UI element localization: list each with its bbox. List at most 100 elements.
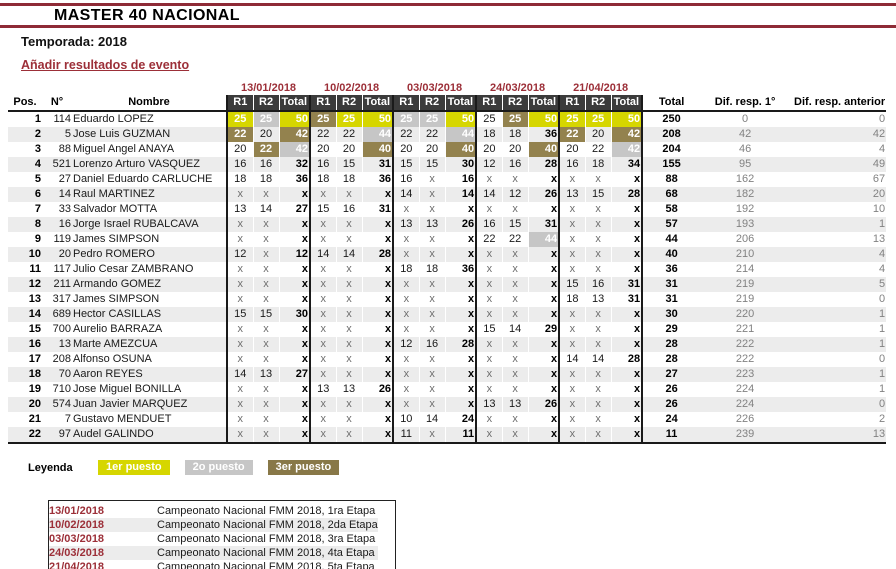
event-list-date-link[interactable]: 10/02/2018 <box>49 519 105 531</box>
rider-row: 2 5 Jose Luis GUZMAN 22 20 42 22 22 44 22 22 44 18 18… <box>8 127 887 142</box>
rider-row: 17 208 Alfonso OSUNA x x x x x x x x x x x x 14 14 28 28 22… <box>8 352 886 367</box>
score-cell: 13 <box>309 382 337 397</box>
score-cell: x <box>309 277 337 292</box>
score-cell: x <box>501 352 529 367</box>
score-cell: x <box>392 232 420 247</box>
event-list-date-link[interactable]: 24/03/2018 <box>49 547 105 559</box>
dif-prev-cell: 10 <box>872 203 886 215</box>
dif-first-cell: 214 <box>735 263 755 275</box>
rider-number-cell: 7 <box>64 413 71 425</box>
score-cell: 36 <box>361 172 394 187</box>
score-cell: x <box>226 412 254 427</box>
rider-name-cell: Jorge Israel RUBALCAVA <box>73 218 199 230</box>
score-cell: x <box>335 187 363 202</box>
dif-first-cell: 219 <box>735 278 755 290</box>
score-cell: x <box>610 367 644 382</box>
score-cell: x <box>278 337 311 352</box>
score-cell: x <box>226 277 254 292</box>
score-cell: 20 <box>392 142 420 157</box>
score-cell: 40 <box>361 142 394 157</box>
position-cell: 15 <box>28 323 41 335</box>
rider-row: 12 211 Armando GOMEZ x x x x x x x x x x x x 15 16 31 31 21… <box>8 277 887 292</box>
legend: Leyenda 1er puesto 2o puesto 3er puesto <box>28 460 896 475</box>
score-cell: x <box>361 292 394 307</box>
event-date-link[interactable]: 21/04/2018 <box>573 82 629 94</box>
score-cell: x <box>501 382 529 397</box>
score-cell: x <box>527 337 560 352</box>
score-cell: x <box>309 262 337 277</box>
score-cell: 25 <box>392 111 420 127</box>
score-cell: 50 <box>444 111 477 127</box>
rider-number-cell: 689 <box>52 308 71 320</box>
col-header-event-total: Total <box>527 95 560 112</box>
score-cell: 40 <box>527 142 560 157</box>
score-cell: 11 <box>392 427 420 444</box>
score-cell: x <box>361 262 394 277</box>
score-cell: x <box>226 217 254 232</box>
rider-name-cell: Jose Miguel BONILLA <box>73 383 182 395</box>
score-cell: x <box>335 277 363 292</box>
event-list-date-link[interactable]: 03/03/2018 <box>49 533 105 545</box>
event-list-name: Campeonato Nacional FMM 2018, 5ta Etapa <box>157 560 378 569</box>
total-points-cell: 29 <box>665 323 678 335</box>
score-cell: x <box>558 412 586 427</box>
rider-row: 6 14 Raul MARTINEZ x x x x x x 14 x 14 14 12 26 13 15 28 6… <box>8 187 887 202</box>
score-cell: 44 <box>361 127 394 142</box>
score-cell: 25 <box>501 111 529 127</box>
score-cell: 13 <box>392 217 420 232</box>
score-cell: 31 <box>361 202 394 217</box>
dif-prev-cell: 4 <box>878 248 886 260</box>
score-cell: x <box>558 367 586 382</box>
score-cell: x <box>361 277 394 292</box>
score-cell: x <box>527 307 560 322</box>
score-cell: 14 <box>252 202 280 217</box>
score-cell: x <box>584 367 612 382</box>
event-date-link[interactable]: 10/02/2018 <box>324 82 380 94</box>
score-cell: x <box>558 382 586 397</box>
score-cell: x <box>309 397 337 412</box>
score-cell: 18 <box>392 262 420 277</box>
total-points-cell: 30 <box>665 308 678 320</box>
dif-first-cell: 182 <box>735 188 755 200</box>
page-title: MASTER 40 NACIONAL <box>54 7 240 24</box>
event-list-date-link[interactable]: 13/01/2018 <box>49 505 105 517</box>
score-cell: 11 <box>444 427 477 444</box>
score-cell: x <box>226 292 254 307</box>
score-cell: x <box>226 427 254 444</box>
event-date-link[interactable]: 13/01/2018 <box>241 82 297 94</box>
event-date-link[interactable]: 24/03/2018 <box>490 82 546 94</box>
score-cell: x <box>584 172 612 187</box>
score-cell: x <box>475 427 503 444</box>
col-header-event-total: Total <box>278 95 311 112</box>
score-cell: x <box>558 247 586 262</box>
score-cell: x <box>584 412 612 427</box>
rider-name-cell: Gustavo MENDUET <box>73 413 172 425</box>
add-event-results-link[interactable]: Añadir resultados de evento <box>21 58 190 72</box>
rider-number-cell: 14 <box>58 188 71 200</box>
score-cell: 16 <box>226 157 254 172</box>
score-cell: 14 <box>444 187 477 202</box>
score-cell: 22 <box>475 232 503 247</box>
score-cell: x <box>335 232 363 247</box>
season-label: Temporada: 2018 <box>21 34 127 49</box>
score-cell: x <box>309 322 337 337</box>
event-date-link[interactable]: 03/03/2018 <box>407 82 463 94</box>
event-list-date-link[interactable]: 21/04/2018 <box>49 560 157 569</box>
total-points-cell: 28 <box>665 353 678 365</box>
score-cell: x <box>335 352 363 367</box>
score-cell: x <box>475 277 503 292</box>
score-cell: 25 <box>558 111 586 127</box>
rider-name-cell: Alfonso OSUNA <box>73 353 152 365</box>
score-cell: 15 <box>501 217 529 232</box>
score-cell: 27 <box>278 202 311 217</box>
score-cell: x <box>558 307 586 322</box>
score-cell: x <box>392 202 420 217</box>
results-table: 13/01/2018 10/02/2018 03/03/2018 24/03/2018… <box>8 81 887 444</box>
score-cell: 12 <box>226 247 254 262</box>
score-cell: 31 <box>527 217 560 232</box>
score-cell: 18 <box>558 292 586 307</box>
score-cell: x <box>584 397 612 412</box>
score-cell: x <box>278 262 311 277</box>
score-cell: 26 <box>361 382 394 397</box>
position-cell: 8 <box>34 218 41 230</box>
